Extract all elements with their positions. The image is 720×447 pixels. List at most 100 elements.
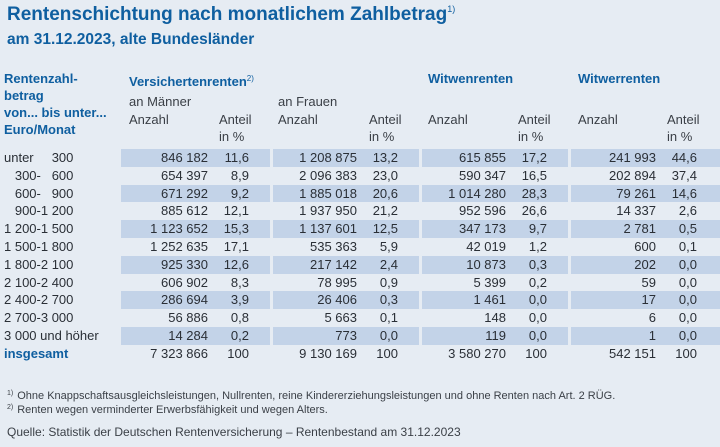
table-cell: 535 363 <box>310 239 357 254</box>
col-anteil-frauen: Anteil in % <box>369 112 402 144</box>
table-cell: 100 <box>376 345 398 361</box>
table-cell: 0,0 <box>678 292 697 308</box>
table-cell: 0,2 <box>528 274 547 290</box>
col-anzahl-witwen: Anzahl <box>428 112 468 127</box>
table-cell: 100 <box>227 345 249 361</box>
table-cell: 26,6 <box>521 203 547 219</box>
table-cell: 6 <box>648 310 656 326</box>
group-divider <box>419 149 422 345</box>
table-cell: 0,0 <box>528 328 547 343</box>
table-cell: 20,6 <box>372 185 398 201</box>
group-divider <box>270 149 273 345</box>
row-label: 1 800-2 100 <box>4 256 74 272</box>
table-cell: 590 347 <box>459 167 506 183</box>
col-anzahl-frauen: Anzahl <box>278 112 318 127</box>
table-cell: 202 894 <box>609 167 656 183</box>
title-footnote-mark: 1) <box>447 4 456 14</box>
table-cell: 1 937 950 <box>299 203 357 219</box>
table-cell: 59 <box>641 274 656 290</box>
table-cell: 0,0 <box>528 292 547 308</box>
table-cell: 1 252 635 <box>150 239 208 254</box>
table-cell: 37,4 <box>671 167 697 183</box>
table-cell: 100 <box>675 345 697 361</box>
table-cell: 28,3 <box>521 185 547 201</box>
table-cell: 5,9 <box>379 239 398 254</box>
table-cell: 0,5 <box>678 221 697 237</box>
table-cell: 600 <box>634 239 656 254</box>
table-cell: 100 <box>525 345 547 361</box>
table-cell: 7 323 866 <box>150 345 208 361</box>
table-cell: 217 142 <box>310 256 357 272</box>
table-cell: 3 580 270 <box>448 345 506 361</box>
table-cell: 846 182 <box>161 150 208 165</box>
table-cell: 12,1 <box>223 203 249 219</box>
table-cell: 0,8 <box>230 310 249 326</box>
table-cell: 2 781 <box>623 221 656 237</box>
table-cell: 202 <box>634 256 656 272</box>
table-cell: 15,3 <box>223 221 249 237</box>
table-cell: 0,0 <box>528 310 547 326</box>
table-cell: 952 596 <box>459 203 506 219</box>
table-cell: 0,1 <box>678 239 697 254</box>
table-cell: 17,2 <box>521 150 547 165</box>
row-label: 600- 900 <box>4 185 74 201</box>
table-cell: 0,2 <box>230 328 249 343</box>
table-cell: 885 612 <box>161 203 208 219</box>
table-cell: 615 855 <box>459 150 506 165</box>
row-label: 2 700-3 000 <box>4 310 74 326</box>
table-cell: 8,9 <box>230 167 249 183</box>
row-label-line-1: Rentenzahl- <box>4 71 78 86</box>
table-cell: 8,3 <box>230 274 249 290</box>
row-label-line-4: Euro/Monat <box>4 122 76 137</box>
table-cell: 0,0 <box>379 328 398 343</box>
row-label: 1 500-1 800 <box>4 239 74 254</box>
table-cell: 12,6 <box>223 256 249 272</box>
row-label: insgesamt <box>4 345 69 361</box>
row-label-line-3: von... bis unter... <box>4 105 107 120</box>
col-anteil-witwen: Anteil in % <box>518 112 551 144</box>
table-cell: 1 885 018 <box>299 185 357 201</box>
table-cell: 542 151 <box>609 345 656 361</box>
table-cell: 2 096 383 <box>299 167 357 183</box>
col-anteil-maenner: Anteil in % <box>219 112 252 144</box>
table-cell: 1 137 601 <box>299 221 357 237</box>
table-cell: 9,7 <box>528 221 547 237</box>
table-cell: 78 995 <box>317 274 357 290</box>
table-cell: 0,9 <box>379 274 398 290</box>
table-cell: 2,6 <box>678 203 697 219</box>
table-cell: 0,1 <box>379 310 398 326</box>
footnote-2: 2) Renten wegen verminderter Erwerbsfähig… <box>7 404 328 416</box>
row-label: 2 100-2 400 <box>4 274 74 290</box>
row-label: 2 400-2 700 <box>4 292 74 308</box>
table-cell: 925 330 <box>161 256 208 272</box>
table-cell: 148 <box>484 310 506 326</box>
table-cell: 1,2 <box>528 239 547 254</box>
versicherten-header: Versichertenrenten2) <box>129 74 254 89</box>
group-divider <box>568 149 571 345</box>
source-note: Quelle: Statistik der Deutschen Rentenve… <box>7 425 461 439</box>
table-cell: 1 461 <box>473 292 506 308</box>
witwer-header: Witwerrenten <box>578 71 661 86</box>
table-cell: 347 173 <box>459 221 506 237</box>
table-cell: 0,0 <box>678 310 697 326</box>
row-label-line-2: betrag <box>4 88 44 103</box>
table-cell: 23,0 <box>372 167 398 183</box>
col-anzahl-maenner: Anzahl <box>129 112 169 127</box>
table-cell: 9 130 169 <box>299 345 357 361</box>
row-label: unter 300 <box>4 150 74 165</box>
table-cell: 12,5 <box>372 221 398 237</box>
page-subtitle: am 31.12.2023, alte Bundesländer <box>7 31 255 48</box>
table-cell: 17,1 <box>223 239 249 254</box>
table-cell: 286 694 <box>161 292 208 308</box>
witwen-header: Witwenrenten <box>428 71 514 86</box>
table-cell: 11,6 <box>224 150 249 165</box>
table-cell: 1 <box>648 328 656 343</box>
table-cell: 654 397 <box>161 167 208 183</box>
table-cell: 0,3 <box>379 292 398 308</box>
frauen-header: an Frauen <box>278 94 338 109</box>
table-cell: 42 019 <box>466 239 506 254</box>
table-cell: 56 886 <box>168 310 208 326</box>
table-cell: 9,2 <box>230 185 249 201</box>
table-cell: 606 902 <box>161 274 208 290</box>
table-cell: 79 261 <box>616 185 656 201</box>
